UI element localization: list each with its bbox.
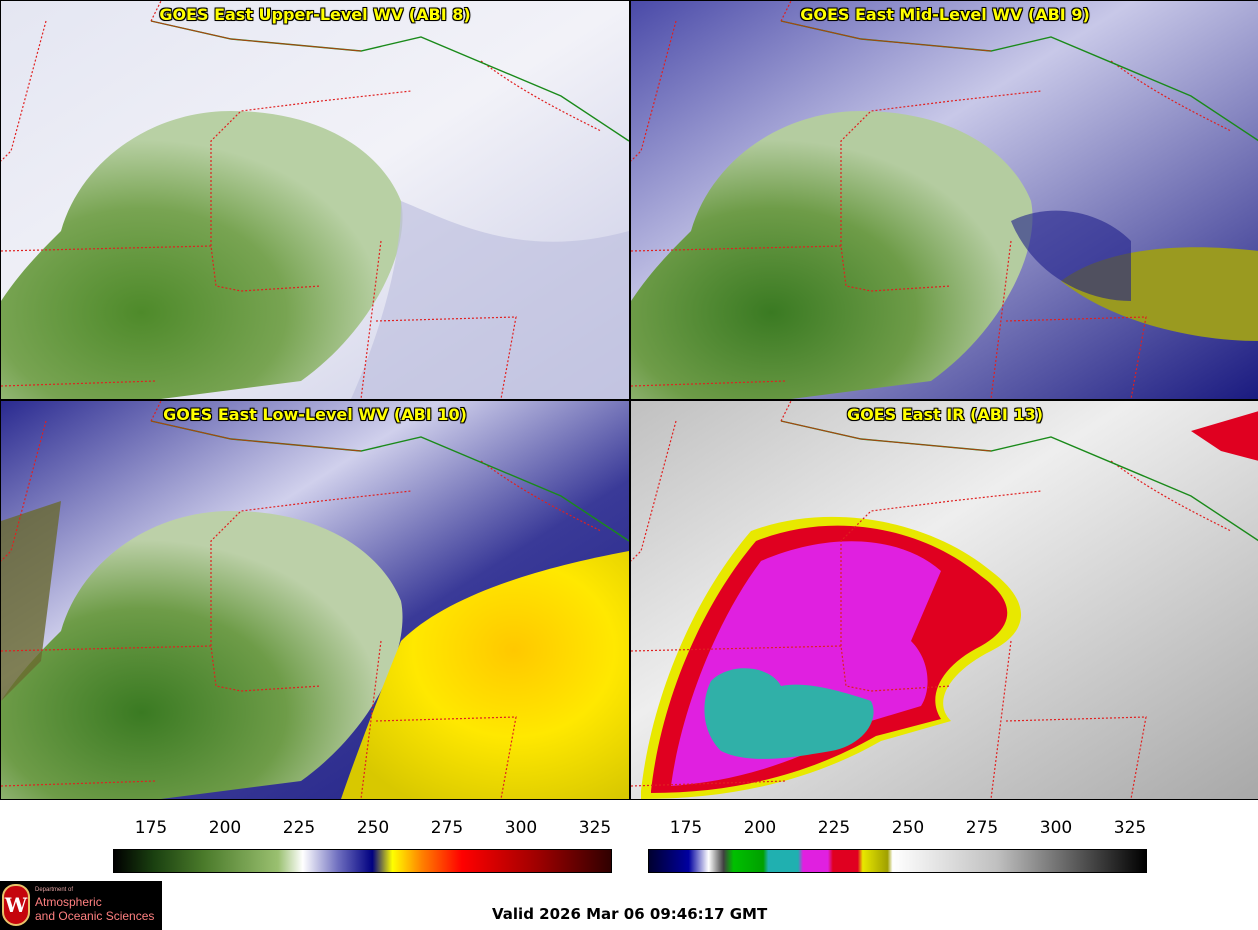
tick-label: 225 [282,818,316,838]
panel-title: GOES East Upper-Level WV (ABI 8) [159,5,471,24]
tick-label: 325 [1113,818,1147,838]
tick-label: 300 [1039,818,1073,838]
upper-wv-imagery [1,1,629,399]
logo-line2: and Oceanic Sciences [35,909,155,923]
logo-line1: Atmospheric [35,895,102,909]
map-panel-upper-wv: GOES East Upper-Level WV (ABI 8) [0,0,630,400]
colorbar-wv [113,849,612,873]
logo-dept: Department of [35,887,74,893]
low-wv-imagery [1,401,629,799]
panel-title: GOES East Low-Level WV (ABI 10) [163,405,467,424]
map-panel-mid-wv: GOES East Mid-Level WV (ABI 9) [630,0,1258,400]
tick-label: 275 [965,818,999,838]
tick-label: 175 [669,818,703,838]
tick-label: 225 [817,818,851,838]
uw-crest-icon: W [2,884,30,926]
colorbar-ticks-right: 175 200 225 250 275 300 325 [648,818,1147,842]
map-panel-ir: GOES East IR (ABI 13) [630,400,1258,800]
tick-label: 325 [578,818,612,838]
tick-label: 250 [356,818,390,838]
colorbar-ticks-left: 175 200 225 250 275 300 325 [113,818,612,842]
tick-label: 175 [134,818,168,838]
mid-wv-imagery [631,1,1258,399]
aos-logo: W Department of Atmospheric and Oceanic … [0,881,162,930]
map-panel-low-wv: GOES East Low-Level WV (ABI 10) [0,400,630,800]
tick-label: 200 [743,818,777,838]
tick-label: 200 [208,818,242,838]
tick-label: 300 [504,818,538,838]
valid-time: Valid 2026 Mar 06 09:46:17 GMT [492,905,768,923]
ir-imagery [631,401,1258,799]
tick-label: 275 [430,818,464,838]
tick-label: 250 [891,818,925,838]
colorbar-ir [648,849,1147,873]
panel-title: GOES East IR (ABI 13) [846,405,1044,424]
panel-title: GOES East Mid-Level WV (ABI 9) [800,5,1090,24]
